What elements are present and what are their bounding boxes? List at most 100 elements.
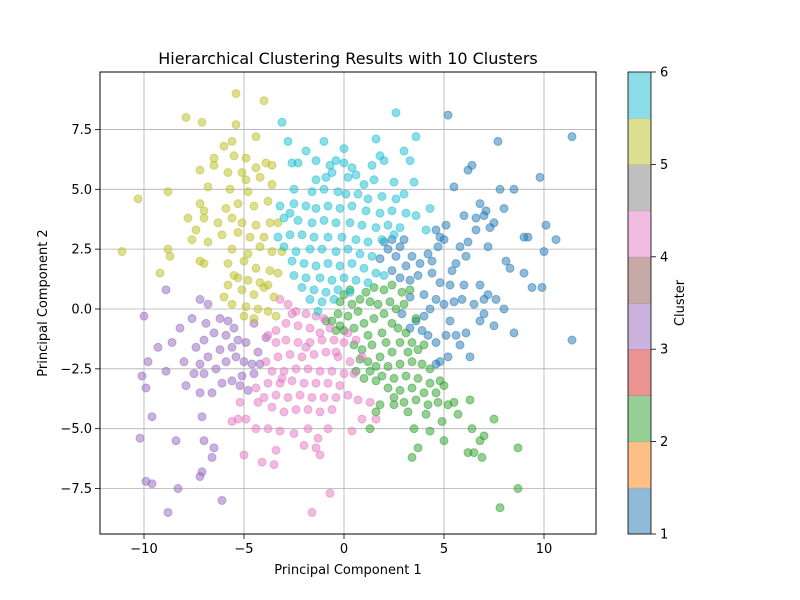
data-point-cluster-4 <box>283 393 293 403</box>
x-tick-label: 5 <box>440 542 448 557</box>
data-point-cluster-4 <box>331 347 341 357</box>
data-point-cluster-4 <box>315 366 325 376</box>
data-point-cluster-6 <box>289 270 299 280</box>
data-point-cluster-4 <box>271 326 281 336</box>
data-point-cluster-5 <box>271 311 281 321</box>
data-point-cluster-4 <box>283 299 293 309</box>
data-point-cluster-1 <box>431 225 441 235</box>
data-point-cluster-4 <box>289 428 299 438</box>
data-point-cluster-6 <box>391 108 401 118</box>
data-point-cluster-2 <box>385 297 395 307</box>
data-point-cluster-3 <box>189 369 199 379</box>
data-point-cluster-5 <box>263 306 273 316</box>
data-point-cluster-6 <box>339 144 349 154</box>
data-point-cluster-5 <box>227 136 237 146</box>
plot-frame <box>99 71 597 535</box>
data-point-cluster-2 <box>387 280 397 290</box>
data-point-cluster-1 <box>505 263 515 273</box>
data-point-cluster-5 <box>251 220 261 230</box>
data-point-cluster-3 <box>217 495 227 505</box>
x-tick-label: 10 <box>536 542 553 557</box>
data-point-cluster-2 <box>407 383 417 393</box>
data-point-cluster-4 <box>239 450 249 460</box>
data-point-cluster-6 <box>411 132 421 142</box>
data-point-cluster-1 <box>431 294 441 304</box>
data-point-cluster-2 <box>495 503 505 513</box>
data-point-cluster-6 <box>347 201 357 211</box>
data-point-cluster-6 <box>305 294 315 304</box>
data-point-cluster-6 <box>405 156 415 166</box>
data-point-cluster-3 <box>237 371 247 381</box>
data-point-cluster-3 <box>199 436 209 446</box>
data-point-cluster-5 <box>239 256 249 266</box>
data-point-cluster-6 <box>351 170 361 180</box>
data-point-cluster-4 <box>263 424 273 434</box>
data-point-cluster-6 <box>315 273 325 283</box>
data-point-cluster-1 <box>537 282 547 292</box>
data-point-cluster-5 <box>273 268 283 278</box>
data-point-cluster-1 <box>401 261 411 271</box>
data-point-cluster-4 <box>311 443 321 453</box>
data-point-cluster-6 <box>327 275 337 285</box>
data-point-cluster-6 <box>409 177 419 187</box>
data-point-cluster-1 <box>407 251 417 261</box>
data-point-cluster-6 <box>389 230 399 240</box>
data-point-cluster-5 <box>255 242 265 252</box>
data-point-cluster-1 <box>427 256 437 266</box>
data-point-cluster-4 <box>299 440 309 450</box>
x-axis-label: Principal Component 1 <box>274 563 421 578</box>
data-point-cluster-4 <box>263 330 273 340</box>
data-point-cluster-4 <box>251 383 261 393</box>
data-point-cluster-6 <box>307 187 317 197</box>
data-point-cluster-4 <box>339 337 349 347</box>
data-point-cluster-1 <box>449 297 459 307</box>
data-point-cluster-4 <box>259 393 269 403</box>
data-point-cluster-5 <box>241 175 251 185</box>
data-point-cluster-3 <box>181 381 191 391</box>
data-point-cluster-2 <box>407 337 417 347</box>
data-point-cluster-3 <box>153 342 163 352</box>
data-point-cluster-6 <box>293 158 303 168</box>
data-point-cluster-6 <box>283 136 293 146</box>
data-point-cluster-3 <box>173 484 183 494</box>
data-point-cluster-1 <box>527 282 537 292</box>
data-point-cluster-4 <box>269 460 279 470</box>
data-point-cluster-6 <box>285 230 295 240</box>
data-point-cluster-6 <box>285 208 295 218</box>
data-point-cluster-5 <box>223 259 233 269</box>
data-point-cluster-2 <box>377 371 387 381</box>
data-point-cluster-1 <box>417 326 427 336</box>
data-point-cluster-4 <box>287 309 297 319</box>
data-point-cluster-6 <box>345 287 355 297</box>
data-point-cluster-4 <box>335 381 345 391</box>
data-point-cluster-1 <box>425 304 435 314</box>
data-point-cluster-5 <box>221 203 231 213</box>
colorbar-tick-label: 6 <box>660 66 668 81</box>
data-point-cluster-5 <box>213 218 223 228</box>
data-point-cluster-1 <box>479 294 489 304</box>
data-point-cluster-2 <box>407 452 417 462</box>
data-point-cluster-1 <box>475 316 485 326</box>
data-point-cluster-2 <box>359 318 369 328</box>
data-point-cluster-1 <box>399 235 409 245</box>
data-point-cluster-2 <box>359 373 369 383</box>
data-point-cluster-1 <box>567 335 577 345</box>
data-point-cluster-6 <box>399 189 409 199</box>
data-point-cluster-2 <box>465 395 475 405</box>
data-point-cluster-6 <box>387 206 397 216</box>
data-point-cluster-4 <box>305 323 315 333</box>
data-point-cluster-6 <box>389 177 399 187</box>
colorbar-segment <box>628 210 651 258</box>
data-point-cluster-4 <box>271 445 281 455</box>
data-point-cluster-3 <box>141 476 151 486</box>
colorbar-segment <box>628 72 651 119</box>
data-point-cluster-3 <box>161 366 171 376</box>
data-point-cluster-4 <box>329 335 339 345</box>
data-point-cluster-1 <box>475 199 485 209</box>
data-point-cluster-2 <box>371 376 381 386</box>
data-point-cluster-2 <box>347 299 357 309</box>
data-point-cluster-1 <box>395 273 405 283</box>
data-point-cluster-6 <box>411 211 421 221</box>
